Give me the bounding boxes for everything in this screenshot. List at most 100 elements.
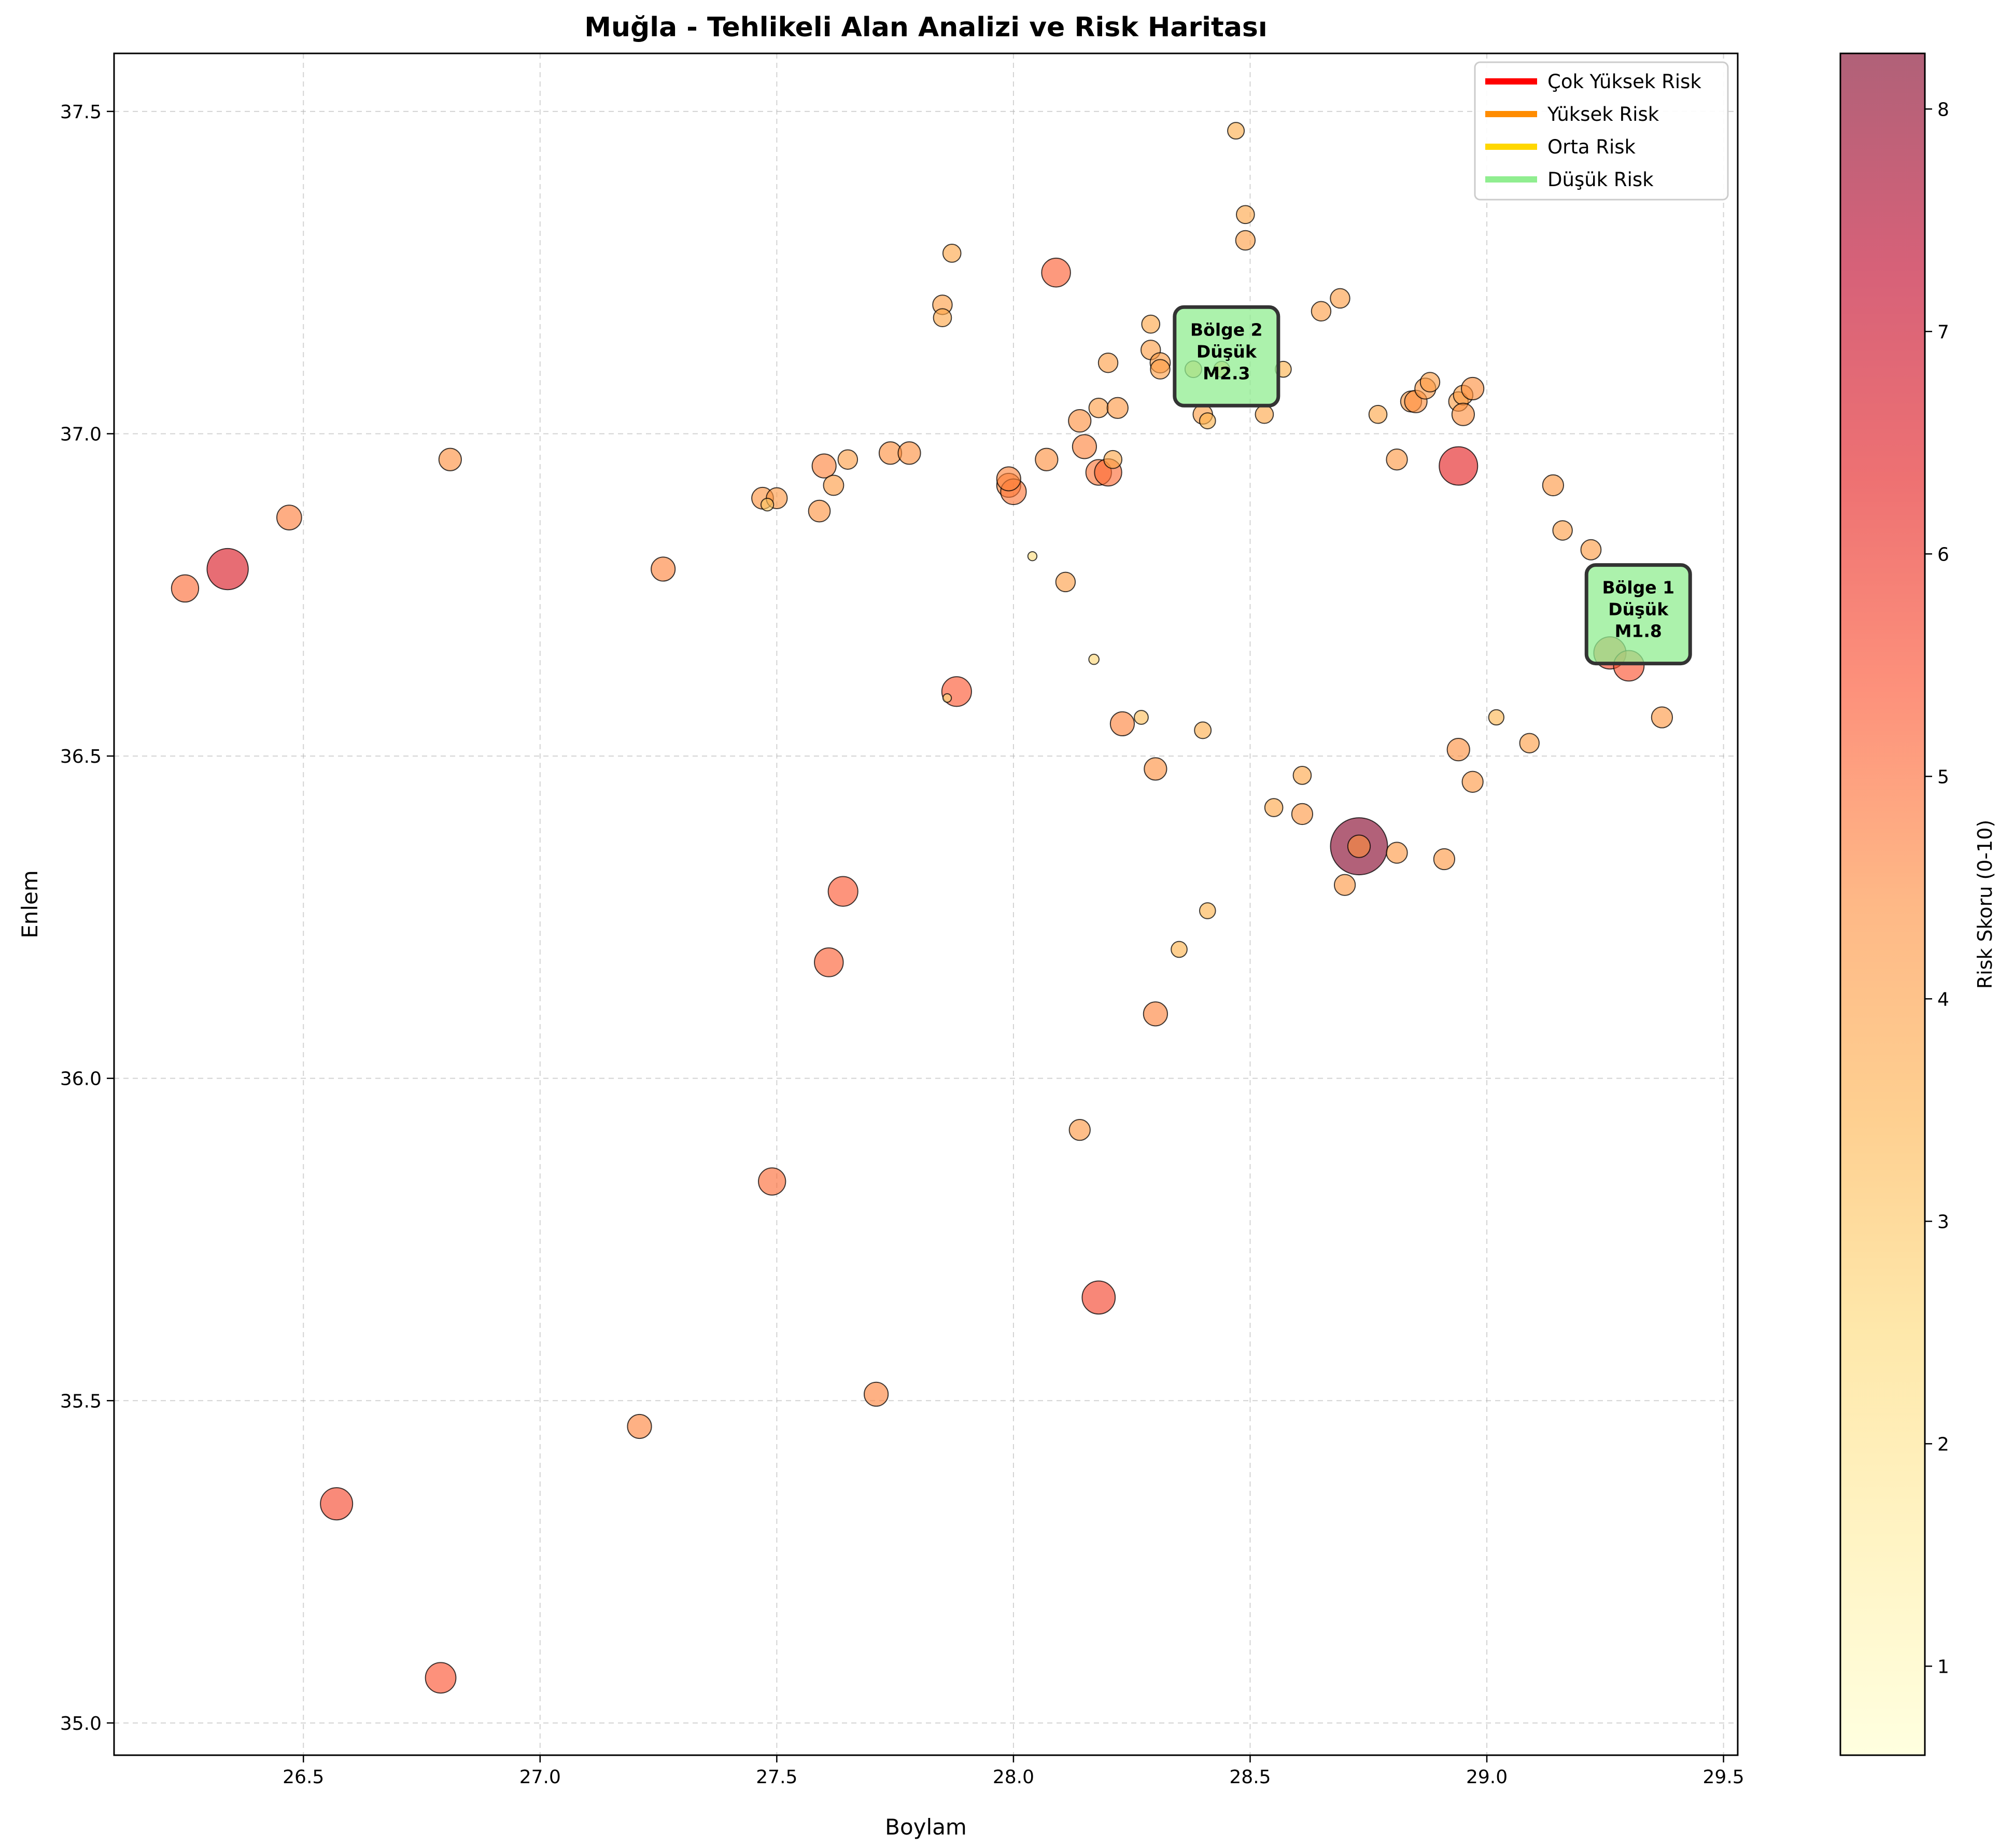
risk-point [1199, 412, 1216, 429]
colorbar-tick-label: 2 [1937, 1434, 1949, 1455]
risk-point [1144, 757, 1167, 781]
risk-point [1488, 709, 1504, 726]
risk-point [1542, 474, 1565, 497]
risk-point [1088, 398, 1109, 418]
risk-point [1081, 1280, 1116, 1315]
risk-point [1072, 434, 1097, 459]
x-axis-label: Boylam [885, 1814, 967, 1840]
risk-point [1109, 711, 1135, 737]
risk-point [1150, 359, 1171, 380]
risk-point [171, 574, 200, 603]
risk-point [1419, 372, 1441, 393]
risk-point [1194, 721, 1212, 739]
risk-point [1171, 941, 1188, 958]
annotation-box [1584, 563, 1692, 666]
x-tick-label: 26.5 [283, 1767, 324, 1788]
risk-point [823, 474, 844, 496]
risk-point [811, 453, 837, 479]
risk-point [1433, 848, 1456, 871]
risk-point [1027, 551, 1038, 562]
legend-box [1474, 61, 1729, 201]
grid-lines [114, 53, 1738, 1755]
risk-point [1264, 798, 1284, 817]
y-tick-label: 36.0 [60, 1069, 102, 1090]
risk-point [897, 441, 921, 465]
risk-point [1461, 771, 1484, 793]
risk-point [1055, 571, 1076, 593]
risk-point [1291, 803, 1314, 825]
risk-point [933, 308, 952, 328]
colorbar-tick-label: 4 [1937, 989, 1949, 1010]
colorbar-ticks: 1 2 3 4 5 6 7 8 [1925, 99, 1949, 1677]
risk-point [1106, 397, 1129, 419]
risk-point [1651, 706, 1673, 729]
plot-background [114, 53, 1738, 1755]
risk-point [808, 499, 831, 523]
risk-point [942, 693, 952, 703]
risk-point [1580, 539, 1602, 561]
annotation-text: M1.8 [1615, 621, 1662, 641]
risk-point [1333, 874, 1356, 896]
annotation-text: Bölge 2 [1190, 319, 1263, 340]
x-tick-label: 27.0 [519, 1767, 561, 1788]
risk-point [1235, 230, 1256, 251]
risk-point [320, 1487, 354, 1521]
x-tick-label: 27.5 [756, 1767, 797, 1788]
colorbar-tick-label: 6 [1937, 544, 1949, 565]
risk-point [996, 466, 1021, 492]
risk-point [1347, 834, 1371, 858]
risk-point [1439, 446, 1479, 486]
legend-label: Düşük Risk [1547, 169, 1654, 191]
risk-point [1199, 902, 1216, 919]
y-tick-label: 37.5 [60, 102, 102, 123]
risk-point [1386, 842, 1408, 864]
risk-point [438, 447, 462, 471]
legend: Çok Yüksek Risk Yüksek Risk Orta Risk Düşük… [1474, 61, 1729, 201]
risk-point [1446, 738, 1470, 762]
y-axis-label: Enlem [17, 870, 43, 939]
colorbar-tick-label: 1 [1937, 1656, 1949, 1677]
risk-point [760, 498, 775, 512]
risk-point [814, 947, 844, 977]
risk-point [827, 876, 858, 907]
colorbar-tick-label: 5 [1937, 766, 1949, 788]
risk-point [1292, 766, 1312, 785]
risk-point [1134, 710, 1149, 725]
legend-label: Yüksek Risk [1547, 103, 1659, 125]
annotation-text: Düşük [1608, 599, 1669, 620]
risk-point [1035, 447, 1059, 471]
x-tick-label: 29.0 [1466, 1767, 1508, 1788]
risk-point [1451, 402, 1475, 426]
y-tick-label: 35.5 [60, 1391, 102, 1412]
risk-point [1552, 520, 1573, 541]
legend-items: Çok Yüksek Risk Yüksek Risk Orta Risk Düşük… [1485, 71, 1701, 191]
risk-point [1143, 1001, 1168, 1027]
colorbar-label: Risk Skoru (0-10) [1974, 820, 1996, 989]
risk-point [1311, 301, 1332, 322]
x-tick-label: 28.0 [993, 1767, 1034, 1788]
risk-point [1519, 733, 1540, 753]
legend-label: Orta Risk [1547, 136, 1636, 158]
plot-area: 26.5 27.0 27.5 28.0 28.5 29.0 29.5 35.0 35.5 36.0… [60, 52, 1744, 1788]
annotation-box [1173, 305, 1280, 408]
colorbar-tick-label: 7 [1937, 321, 1949, 343]
legend-label: Çok Yüksek Risk [1547, 71, 1701, 93]
annotation-text: Düşük [1196, 341, 1257, 361]
x-tick-label: 29.5 [1703, 1767, 1744, 1788]
annotation-text: M2.3 [1203, 363, 1250, 383]
colorbar-tick-label: 8 [1937, 99, 1949, 120]
risk-point [758, 1167, 786, 1196]
y-tick-label: 37.0 [60, 424, 102, 445]
risk-point [1041, 257, 1071, 288]
risk-point [206, 548, 249, 591]
risk-point [1088, 653, 1100, 665]
risk-point [1368, 404, 1388, 424]
risk-point [864, 1381, 889, 1407]
risk-point [627, 1413, 652, 1439]
risk-point [1461, 376, 1485, 401]
risk-point [1068, 409, 1092, 433]
y-tick-label: 35.0 [60, 1713, 102, 1734]
axis-ticks: 26.5 27.0 27.5 28.0 28.5 29.0 29.5 35.0 35.5 36.0… [60, 102, 1744, 1788]
